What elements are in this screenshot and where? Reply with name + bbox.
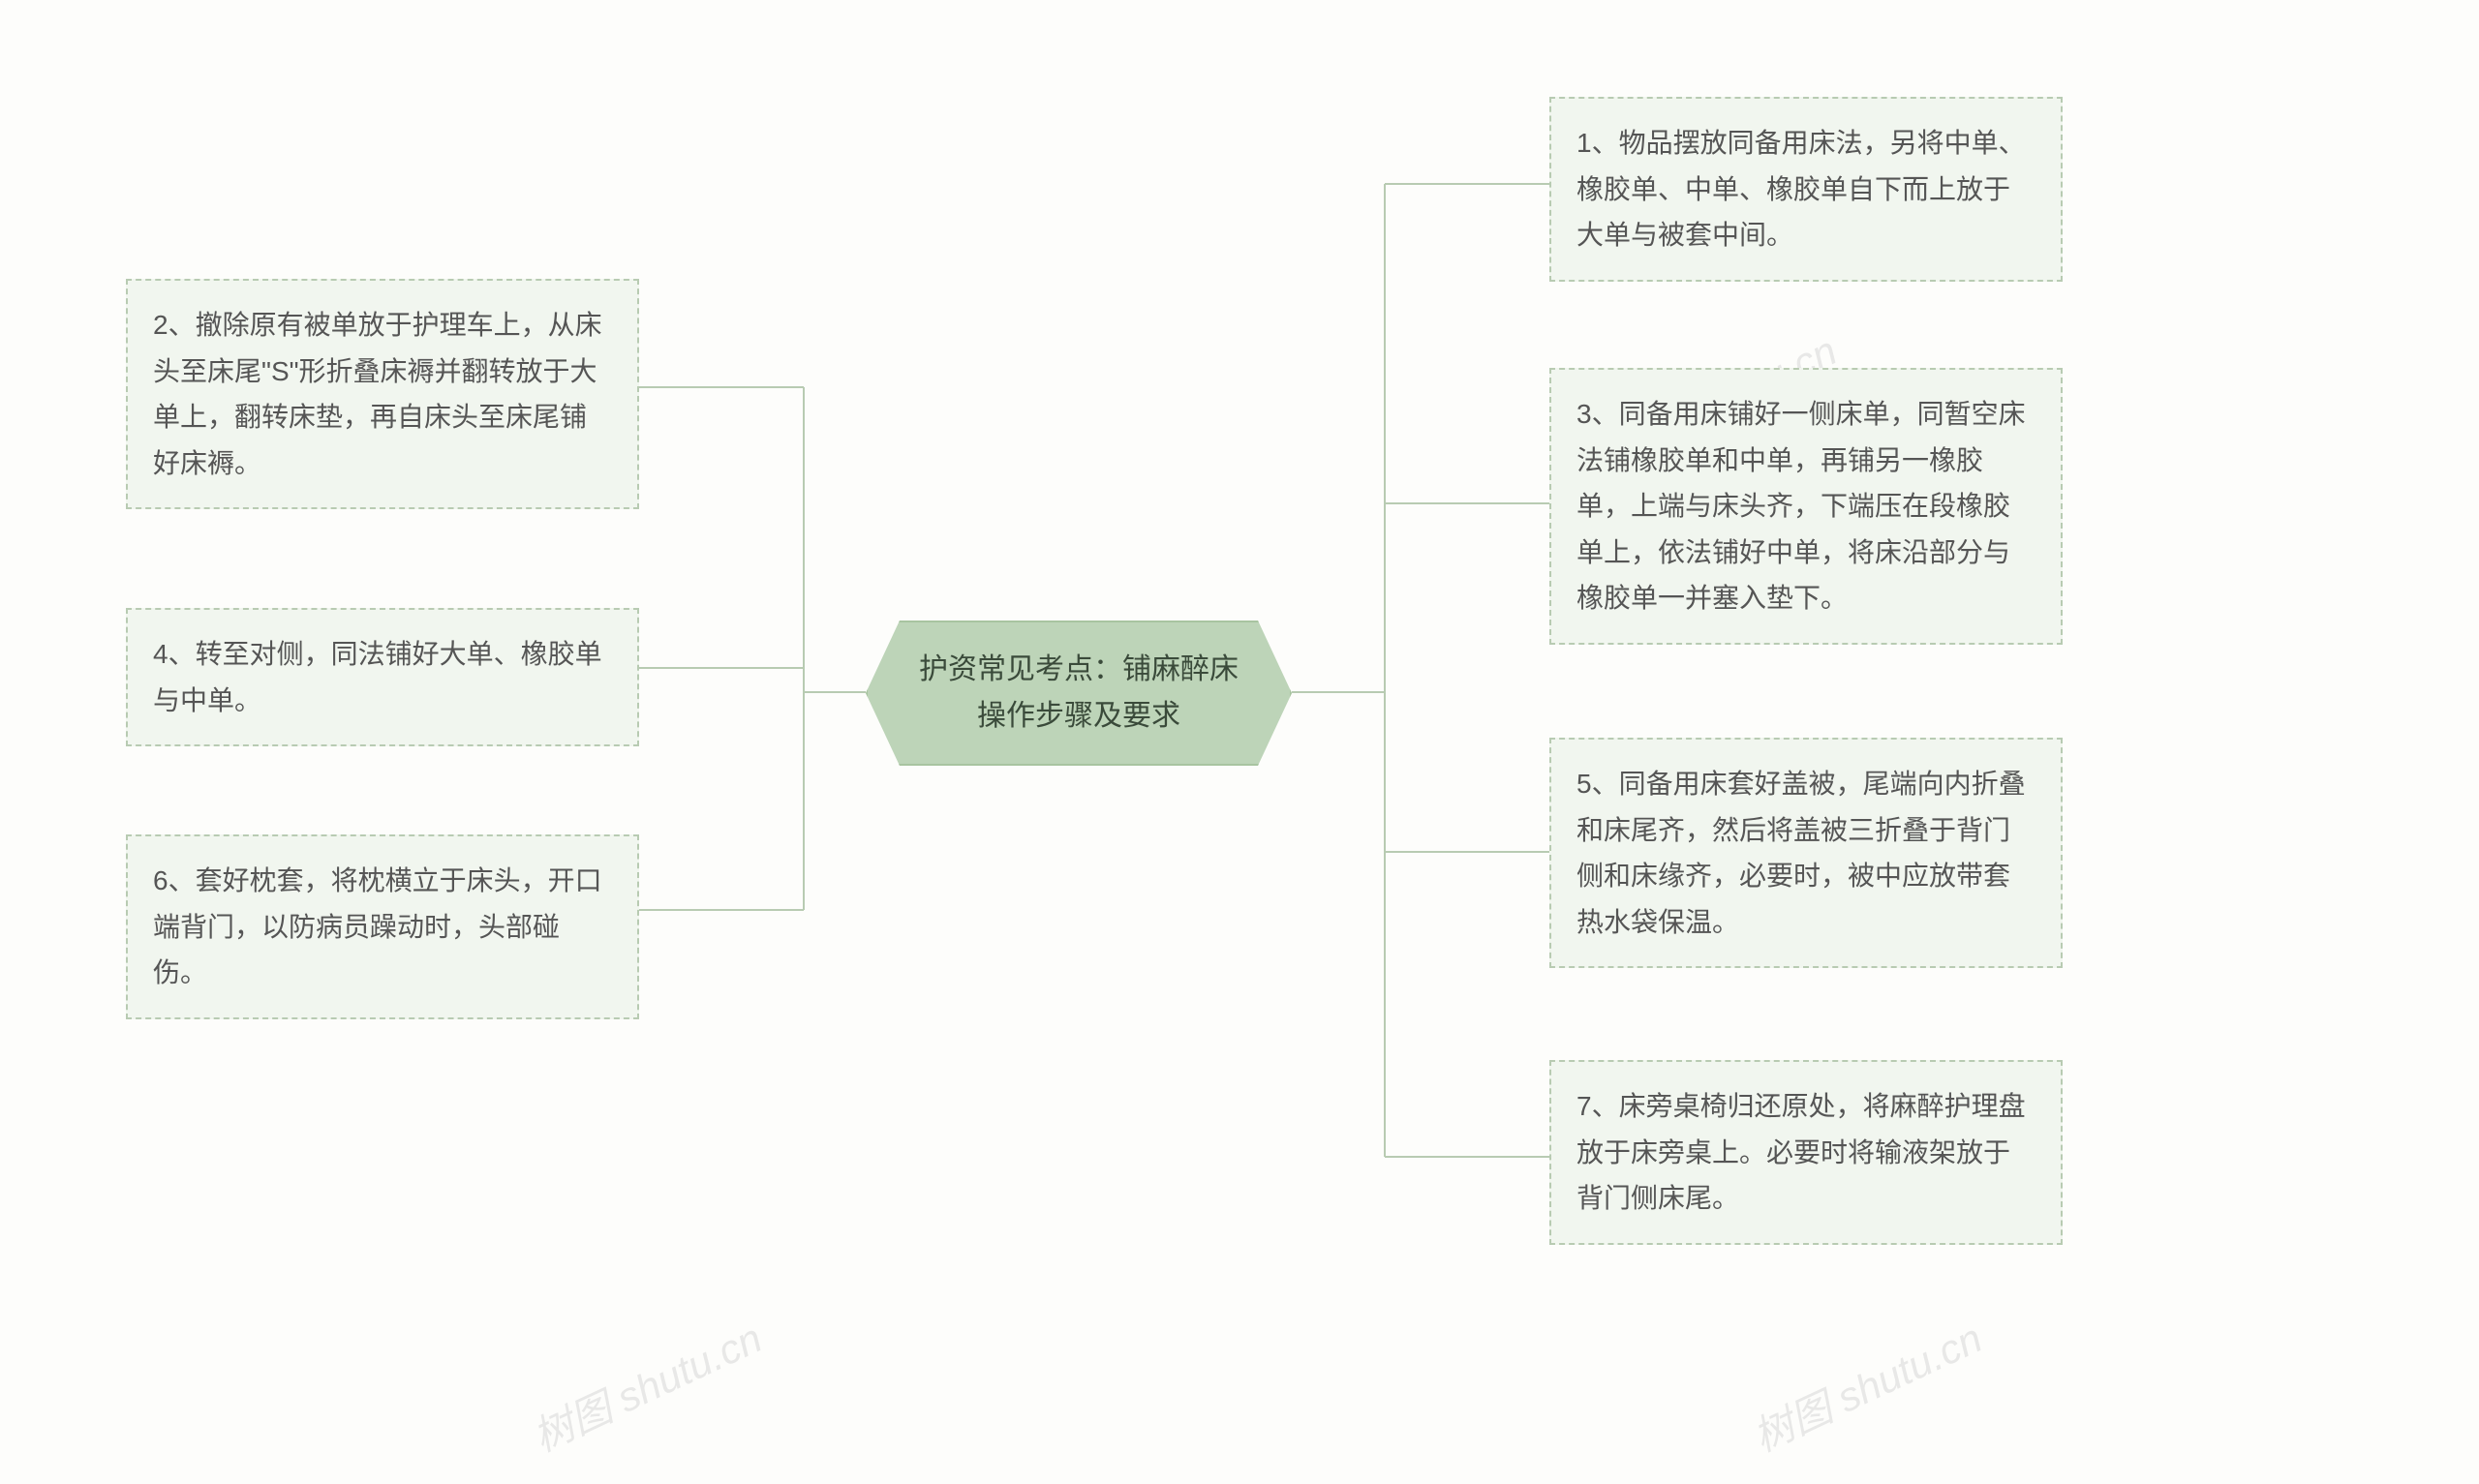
leaf-node-4: 4、转至对侧，同法铺好大单、橡胶单与中单。 xyxy=(126,608,639,746)
leaf-node-7: 7、床旁桌椅归还原处，将麻醉护理盘放于床旁桌上。必要时将输液架放于背门侧床尾。 xyxy=(1549,1060,2063,1245)
leaf-text: 5、同备用床套好盖被，尾端向内折叠和床尾齐，然后将盖被三折叠于背门侧和床缘齐，必… xyxy=(1576,769,2026,937)
leaf-text: 3、同备用床铺好一侧床单，同暂空床法铺橡胶单和中单，再铺另一橡胶单，上端与床头齐… xyxy=(1576,399,2026,613)
leaf-text: 6、套好枕套，将枕横立于床头，开口端背门，以防病员躁动时，头部碰伤。 xyxy=(153,865,602,987)
watermark: 树图 shutu.cn xyxy=(522,1306,770,1464)
leaf-node-6: 6、套好枕套，将枕横立于床头，开口端背门，以防病员躁动时，头部碰伤。 xyxy=(126,834,639,1019)
leaf-text: 2、撤除原有被单放于护理车上，从床头至床尾"S"形折叠床褥并翻转放于大单上，翻转… xyxy=(153,310,602,478)
leaf-node-1: 1、物品摆放同备用床法，另将中单、橡胶单、中单、橡胶单自下而上放于大单与被套中间… xyxy=(1549,97,2063,282)
leaf-node-5: 5、同备用床套好盖被，尾端向内折叠和床尾齐，然后将盖被三折叠于背门侧和床缘齐，必… xyxy=(1549,738,2063,968)
leaf-text: 4、转至对侧，同法铺好大单、橡胶单与中单。 xyxy=(153,639,602,715)
leaf-node-2: 2、撤除原有被单放于护理车上，从床头至床尾"S"形折叠床褥并翻转放于大单上，翻转… xyxy=(126,279,639,509)
watermark: 树图 shutu.cn xyxy=(1742,1306,1990,1464)
leaf-text: 1、物品摆放同备用床法，另将中单、橡胶单、中单、橡胶单自下而上放于大单与被套中间… xyxy=(1576,128,2026,250)
leaf-text: 7、床旁桌椅归还原处，将麻醉护理盘放于床旁桌上。必要时将输液架放于背门侧床尾。 xyxy=(1576,1091,2026,1213)
center-node-text: 护资常见考点：铺麻醉床操作步骤及要求 xyxy=(916,647,1241,740)
leaf-node-3: 3、同备用床铺好一侧床单，同暂空床法铺橡胶单和中单，再铺另一橡胶单，上端与床头齐… xyxy=(1549,368,2063,645)
center-node: 护资常见考点：铺麻醉床操作步骤及要求 xyxy=(866,621,1292,766)
mindmap-container: 树图 shutu.cn 树图 shutu.cn 树图 shutu.cn 树图 s… xyxy=(0,0,2479,1484)
